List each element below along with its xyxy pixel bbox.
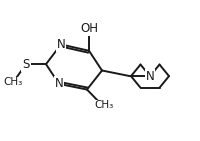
Text: S: S	[22, 58, 30, 71]
Text: N: N	[55, 77, 63, 90]
Text: OH: OH	[80, 22, 98, 35]
Text: N: N	[57, 38, 65, 51]
Text: N: N	[146, 70, 154, 83]
Text: CH₃: CH₃	[94, 100, 114, 110]
Text: CH₃: CH₃	[3, 78, 23, 87]
